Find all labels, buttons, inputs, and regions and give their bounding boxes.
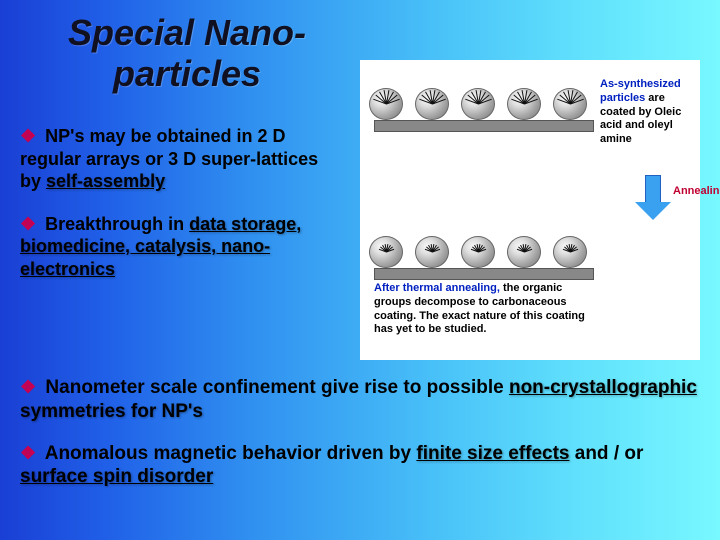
substrate-bar [374, 120, 594, 132]
bullet-1: ❖ NP's may be obtained in 2 D regular ar… [20, 125, 340, 193]
particle-row-annealed [374, 220, 594, 280]
bullet-4-under: finite size effects [416, 443, 569, 464]
diamond-icon: ❖ [20, 443, 36, 463]
substrate-bar [374, 268, 594, 280]
arrow-shaft [645, 175, 661, 203]
left-bullets: ❖ NP's may be obtained in 2 D regular ar… [20, 125, 340, 300]
arrow-label: Annealing [673, 185, 720, 197]
diamond-icon: ❖ [20, 126, 36, 146]
diamond-icon: ❖ [20, 377, 36, 397]
annealing-arrow: Annealing [635, 175, 695, 223]
bullet-4-mid: and / or [569, 443, 643, 464]
bullet-3-post: symmetries for NP's [20, 401, 203, 422]
diagram-bottom-row [374, 220, 594, 280]
bullet-4-pre: Anomalous magnetic behavior driven by [45, 443, 417, 464]
bottom-bullets: ❖ Nanometer scale confinement give rise … [20, 376, 700, 507]
bullet-1-under: self-assembly [46, 171, 165, 191]
bullet-3-pre: Nanometer scale confinement give rise to… [45, 377, 509, 398]
particle-row-coated [374, 72, 594, 132]
slide-title: Special Nano-particles [22, 12, 352, 95]
bullet-3: ❖ Nanometer scale confinement give rise … [20, 376, 700, 424]
bullet-2-pre: Breakthrough in [45, 214, 189, 234]
label-bot-highlight: After thermal annealing, [374, 282, 500, 294]
bullet-2: ❖ Breakthrough in data storage, biomedic… [20, 213, 340, 281]
diagram-top-row [374, 72, 594, 132]
label-top-highlight: As-synthesized particles [600, 78, 681, 104]
bullet-4: ❖ Anomalous magnetic behavior driven by … [20, 442, 700, 490]
diagram-label-top: As-synthesized particles are coated by O… [600, 78, 695, 147]
arrow-head-icon [635, 202, 671, 220]
diagram: As-synthesized particles are coated by O… [360, 60, 700, 360]
diamond-icon: ❖ [20, 214, 36, 234]
bullet-4-under2: surface spin disorder [20, 466, 213, 487]
bullet-3-under: non-crystallographic [509, 377, 697, 398]
diagram-label-bottom: After thermal annealing, the organic gro… [374, 282, 594, 337]
